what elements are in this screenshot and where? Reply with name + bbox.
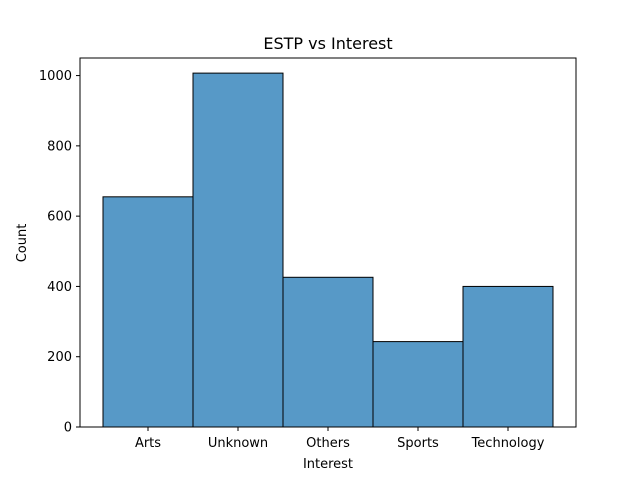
bar-technology [462,285,554,428]
x-tick-label: Unknown [208,436,268,451]
y-tick-label: 0 [64,421,72,436]
bar-arts [102,196,194,428]
y-tick-label: 1000 [39,69,72,84]
bars-group [102,72,554,428]
y-axis: 0 200 400 600 800 1000 [39,69,80,436]
y-tick-label: 600 [47,210,72,225]
x-axis-label: Interest [303,457,353,472]
y-tick-label: 400 [47,280,72,295]
bar-unknown [192,72,284,428]
x-tick-label: Sports [397,436,439,451]
x-tick-label: Others [306,436,350,451]
x-tick-label: Arts [135,436,161,451]
y-tick-label: 200 [47,350,72,365]
bar-others [282,276,374,428]
y-tick-label: 800 [47,139,72,154]
bar-sports [372,341,464,428]
x-tick-label: Technology [471,436,545,451]
x-axis: Arts Unknown Others Sports Technology [135,427,545,451]
chart-title: ESTP vs Interest [263,34,392,53]
y-axis-label: Count [15,224,30,263]
